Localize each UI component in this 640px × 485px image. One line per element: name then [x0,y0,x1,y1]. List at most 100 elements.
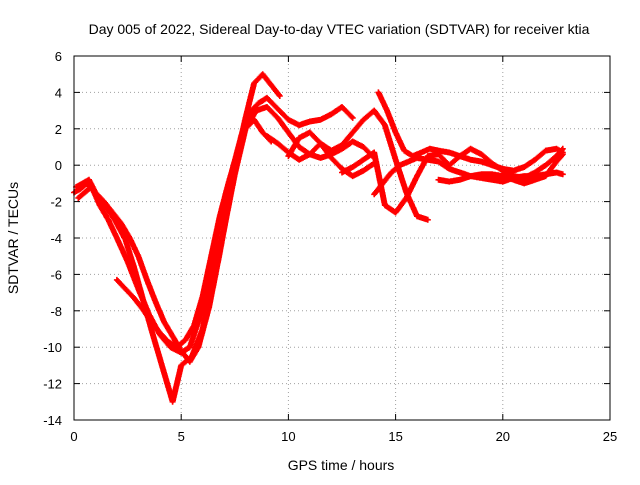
data-point [480,173,483,176]
data-point [265,105,269,109]
data-point [411,154,414,158]
data-point [287,118,290,121]
data-point [83,191,86,194]
data-point [171,335,174,338]
data-point [428,147,432,151]
data-point [207,305,211,309]
data-point [319,142,322,145]
data-point [523,165,526,169]
x-tick-label: 25 [603,429,617,444]
data-point [188,360,191,363]
data-point [362,118,365,121]
data-point [402,149,406,152]
data-point [244,116,247,120]
data-point [398,164,402,167]
data-point [252,118,256,121]
data-point [276,116,279,120]
chart-title: Day 005 of 2022, Sidereal Day-to-day VTE… [89,21,590,37]
data-point [297,145,301,149]
data-point [501,169,504,172]
data-point [362,158,365,161]
data-point [141,296,144,300]
data-point [330,149,333,152]
data-point [480,160,483,163]
data-point [218,251,221,254]
data-point [270,83,273,87]
y-tick-label: -8 [50,304,62,319]
y-tick-label: -10 [43,340,62,355]
data-point [362,169,365,172]
data-point [111,211,114,214]
x-tick-label: 15 [388,429,402,444]
data-point [448,164,451,167]
data-point [501,180,504,183]
data-point [533,178,537,181]
data-point [426,218,429,221]
data-point [287,131,290,134]
data-point [437,160,440,163]
data-point [126,260,129,263]
data-point [561,173,565,176]
data-point [480,176,483,180]
data-point [276,142,279,145]
data-point [94,191,97,194]
data-point [555,160,558,163]
data-point [362,145,365,149]
data-point [555,154,558,158]
data-point [308,131,312,134]
data-point [351,140,354,143]
data-point [385,109,389,112]
data-point [197,346,200,349]
data-point [561,153,565,156]
data-point [437,149,440,152]
data-point [490,173,494,176]
y-tick-label: 4 [55,85,62,100]
data-point [278,94,282,98]
data-point [297,158,301,161]
data-point [102,200,106,203]
data-point [79,187,82,191]
data-point [81,182,84,185]
y-tick-label: -4 [50,231,62,246]
data-point [180,349,183,353]
y-tick-label: -6 [50,267,62,282]
data-point [351,131,354,134]
data-point [145,278,149,282]
y-tick-label: -14 [43,413,62,428]
y-tick-label: 0 [55,158,62,173]
data-point [394,158,397,161]
data-point [501,174,504,178]
data-point [480,153,483,156]
data-point [252,82,256,85]
data-point [180,364,183,367]
data-point [171,400,174,403]
data-point [351,174,354,178]
data-point [188,346,191,349]
data-point [437,178,440,181]
data-point [244,127,247,130]
data-point [407,160,410,163]
data-point [544,174,547,178]
data-point [351,116,354,120]
data-point [544,149,547,152]
data-point [74,185,78,189]
data-point [141,307,144,311]
data-point [128,236,131,240]
data-point [561,147,565,151]
data-point [132,296,136,300]
data-point [340,143,344,147]
data-point [98,204,101,207]
data-point [164,378,168,382]
data-point [276,107,279,110]
data-layer [71,71,566,405]
data-point [394,211,397,214]
data-point [544,164,547,167]
data-point [420,151,423,154]
data-point [265,96,269,100]
data-point [458,171,462,174]
data-point [330,156,333,160]
data-point [512,178,515,181]
data-point [372,162,376,165]
data-point [261,73,264,76]
